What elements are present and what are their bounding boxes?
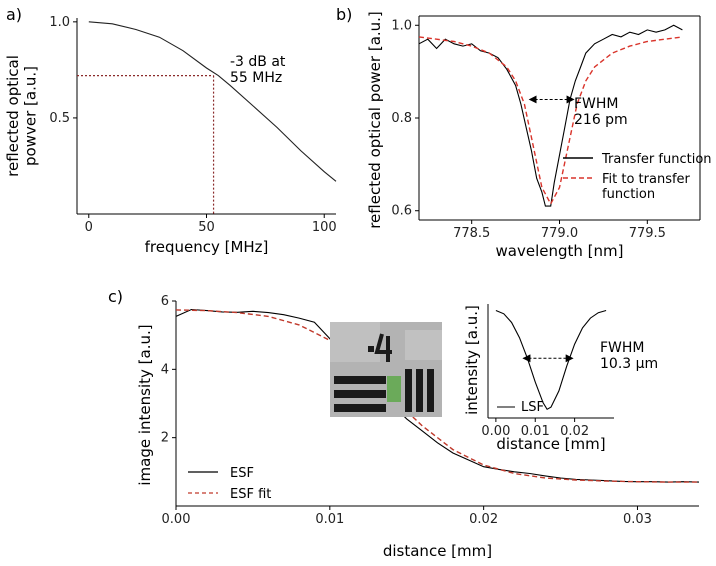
resolution-target-photo <box>330 322 442 417</box>
a-x-tick-label: 50 <box>198 220 215 235</box>
photo-horizontal-bar <box>334 404 386 412</box>
a-y-tick-label: 0.5 <box>49 111 70 126</box>
b-y-tick-label: 0.8 <box>391 111 412 126</box>
c-legend-label-1: ESF fit <box>230 487 271 502</box>
c-x-tick-label: 0.01 <box>315 512 344 527</box>
c-inset-x-tick-label: 0.00 <box>481 424 510 439</box>
a-x-axis-label: frequency [MHz] <box>145 238 269 256</box>
c-inset-series-0-line <box>495 309 607 411</box>
b-y-tick-label: 0.6 <box>391 204 412 219</box>
b-y-axis-label: reflected optical power [a.u.] <box>366 11 384 229</box>
a-series-0-line <box>88 21 337 182</box>
photo-light-patch <box>405 330 442 360</box>
c-y-axis-label: image intensity [a.u.] <box>136 324 154 485</box>
c-series-0-line <box>175 308 700 483</box>
a-x-tick-label: 100 <box>312 220 337 235</box>
photo-vertical-bar <box>416 369 423 412</box>
c-inset-x-tick-label: 0.01 <box>521 424 550 439</box>
inset-annotation: FWHM 10.3 µm <box>600 340 658 372</box>
inset-legend-label-0: LSF <box>521 400 544 415</box>
panel-label-b: b) <box>336 5 352 24</box>
c-inset-x-tick-label: 0.02 <box>560 424 589 439</box>
c-y-tick-label: 6 <box>161 294 169 309</box>
inset-y-axis-label: intensity [a.u.] <box>463 305 481 415</box>
photo-digit <box>374 333 392 362</box>
b-x-tick-label: 779.0 <box>541 226 578 241</box>
b-x-tick-label: 778.5 <box>453 226 490 241</box>
c-x-tick-label: 0.03 <box>623 512 652 527</box>
photo-light-patch <box>330 322 380 362</box>
a-y-tick-label: 1.0 <box>49 15 70 30</box>
b-series-0-line <box>418 24 683 207</box>
b-x-tick-label: 779.5 <box>629 226 666 241</box>
inset-x-axis-label: distance [mm] <box>496 435 605 453</box>
photo-dot <box>368 346 374 352</box>
c-legend-label-0: ESF <box>230 466 254 481</box>
b-x-axis-label: wavelength [nm] <box>496 242 624 260</box>
b-y-tick-label: 1.0 <box>391 18 412 33</box>
c-y-tick-label: 2 <box>161 431 169 446</box>
photo-vertical-bar <box>427 369 434 412</box>
photo-horizontal-bar <box>334 390 386 398</box>
a-x-tick-label: 0 <box>85 220 93 235</box>
c-x-tick-label: 0.00 <box>162 512 191 527</box>
c-series-1-line <box>175 309 699 483</box>
b-legend-label-0: Transfer function <box>601 152 712 167</box>
photo-vertical-bar <box>405 369 412 412</box>
b-annotation: FWHM 216 pm <box>574 96 628 128</box>
b-series-1-line <box>418 36 683 206</box>
photo-roi-highlight <box>387 376 401 402</box>
panel-label-a: a) <box>6 5 22 24</box>
a-annotation: -3 dB at 55 MHz <box>230 54 286 86</box>
c-x-axis-label: distance [mm] <box>383 542 492 560</box>
b-legend-label-1: Fit to transfer function <box>602 172 691 202</box>
a-y-axis-label: reflected opticalpowver [a.u.] <box>4 55 39 177</box>
c-y-tick-label: 4 <box>161 362 169 377</box>
c-x-tick-label: 0.02 <box>469 512 498 527</box>
panel-label-c: c) <box>108 287 123 306</box>
photo-horizontal-bar <box>334 376 386 384</box>
